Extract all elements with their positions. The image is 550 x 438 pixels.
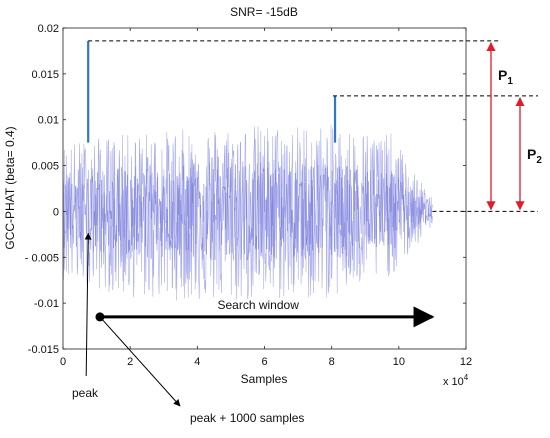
noise-signal-series [62,124,433,301]
x-axis-scale-note: x 104 [443,373,469,388]
x-tick-label: 0 [60,356,66,368]
y-tick-label: 0.015 [31,69,59,81]
x-tick-label: 10 [393,356,405,368]
y-tick-label: -0.01 [34,298,59,310]
x-tick-label: 6 [261,356,267,368]
x-scale-base: x 10 [443,376,464,388]
search-window-label: Search window [217,298,299,312]
p1-label: P1 [498,67,513,87]
chart-title: SNR= -15dB [230,5,298,19]
y-tick-label: 0.02 [38,23,59,35]
p2-subscript: 2 [536,155,542,166]
x-axis-label: Samples [241,372,288,386]
peak-label: peak [72,386,99,400]
noise-line [62,124,433,301]
p2-label: P2 [527,146,542,166]
peak-spikes [87,40,337,143]
y-tick-label: - 0.005 [25,252,59,264]
x-scale-exponent: 4 [464,373,469,382]
annotations: P1 P2 Search window peak peak + 1000 samples [72,40,542,425]
x-tick-label: 12 [460,356,472,368]
x-axis-ticks: 0 2 4 6 8 10 12 [60,28,472,368]
y-tick-label: 0 [53,206,59,218]
x-tick-label: 2 [127,356,133,368]
peak-offset-pointer [99,316,181,407]
noise-core-line [62,162,433,261]
peak-offset-label: peak + 1000 samples [190,411,304,425]
y-axis-ticks: -0.015 -0.01 - 0.005 0 0.005 0.01 0.015 0.02 [25,23,466,356]
x-tick-label: 8 [329,356,335,368]
p1-subscript: 1 [507,76,513,87]
y-tick-label: 0.005 [31,161,59,173]
y-axis-label: GCC-PHAT (beta= 0.4) [3,126,17,249]
peak-pointer-line [84,232,92,377]
y-tick-label: -0.015 [28,344,59,356]
x-tick-label: 4 [194,356,200,368]
y-tick-label: 0.01 [38,115,59,127]
